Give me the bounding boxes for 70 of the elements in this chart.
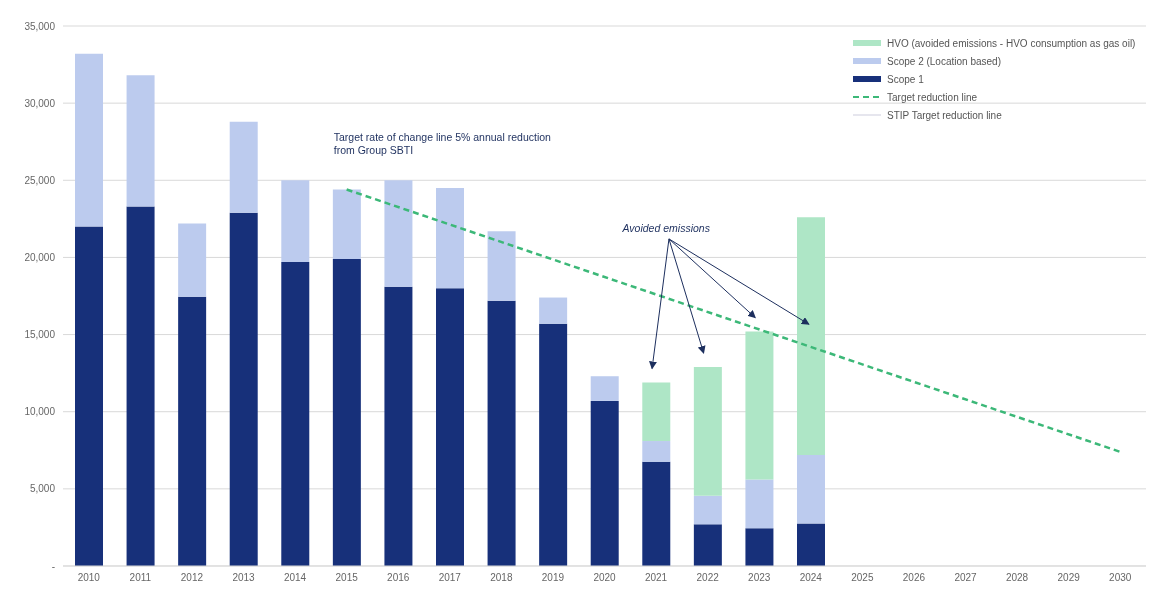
y-tick-label: 15,000 bbox=[24, 329, 56, 341]
x-tick-label: 2010 bbox=[77, 572, 101, 584]
bar bbox=[642, 461, 671, 566]
bar bbox=[539, 297, 568, 324]
bar bbox=[487, 300, 516, 566]
bar bbox=[590, 400, 619, 566]
bar bbox=[642, 382, 671, 442]
bar bbox=[590, 376, 619, 401]
bar bbox=[745, 528, 774, 566]
x-tick-label: 2022 bbox=[696, 572, 720, 584]
bar bbox=[745, 479, 774, 529]
y-tick-label: 25,000 bbox=[24, 174, 56, 186]
bar bbox=[281, 180, 310, 263]
x-tick-label: 2030 bbox=[1109, 572, 1132, 584]
bar bbox=[126, 75, 155, 207]
x-tick-label: 2020 bbox=[593, 572, 617, 584]
bar bbox=[797, 523, 825, 566]
x-tick-label: 2027 bbox=[954, 572, 978, 584]
legend-label: STIP Target reduction line bbox=[887, 109, 1002, 121]
x-tick-label: 2023 bbox=[748, 572, 771, 584]
x-tick-label: 2018 bbox=[490, 572, 513, 584]
bar bbox=[642, 441, 671, 462]
bar bbox=[436, 188, 464, 289]
legend-label: Target reduction line bbox=[887, 91, 978, 103]
legend-label: Scope 2 (Location based) bbox=[887, 55, 1001, 67]
bar bbox=[126, 206, 155, 566]
x-tick-label: 2026 bbox=[902, 572, 926, 584]
bar bbox=[436, 288, 464, 566]
x-tick-label: 2021 bbox=[644, 572, 668, 584]
bar bbox=[178, 296, 207, 566]
y-tick-label: 35,000 bbox=[24, 20, 56, 32]
bar bbox=[539, 323, 568, 566]
y-tick-label: 5,000 bbox=[29, 483, 56, 495]
x-tick-label: 2012 bbox=[180, 572, 204, 584]
bar bbox=[693, 524, 722, 566]
bar bbox=[693, 495, 722, 525]
bar bbox=[229, 212, 258, 566]
x-tick-label: 2011 bbox=[129, 572, 152, 584]
bar bbox=[797, 217, 825, 455]
x-tick-label: 2014 bbox=[283, 572, 307, 584]
x-tick-label: 2028 bbox=[1005, 572, 1029, 584]
bar bbox=[745, 331, 774, 480]
x-tick-label: 2019 bbox=[541, 572, 565, 584]
legend-label: Scope 1 bbox=[887, 73, 924, 85]
x-tick-label: 2013 bbox=[232, 572, 256, 584]
bar bbox=[75, 226, 103, 566]
x-tick-label: 2024 bbox=[799, 572, 823, 584]
bar bbox=[229, 121, 258, 213]
bar bbox=[332, 189, 361, 259]
bar bbox=[281, 262, 310, 566]
bar bbox=[487, 231, 516, 301]
bar bbox=[332, 258, 361, 566]
bar bbox=[75, 53, 103, 227]
annotation: Avoided emissions bbox=[622, 221, 710, 234]
x-tick-label: 2015 bbox=[335, 572, 359, 584]
annotation: Target rate of change line 5% annual reduction from Group SBTI bbox=[333, 130, 552, 157]
x-tick-label: 2029 bbox=[1057, 572, 1081, 584]
bar bbox=[384, 286, 413, 566]
y-tick-label: - bbox=[51, 560, 55, 572]
y-tick-label: 30,000 bbox=[24, 97, 56, 109]
x-tick-label: 2016 bbox=[387, 572, 410, 584]
bar bbox=[693, 366, 722, 496]
bar bbox=[797, 454, 825, 524]
x-tick-label: 2025 bbox=[851, 572, 874, 584]
y-tick-label: 10,000 bbox=[24, 406, 56, 418]
legend-label: HVO (avoided emissions - HVO consumption as gas oil) bbox=[887, 37, 1136, 49]
x-tick-label: 2017 bbox=[438, 572, 462, 584]
bar bbox=[178, 223, 207, 297]
bar bbox=[384, 180, 413, 287]
y-tick-label: 20,000 bbox=[24, 251, 56, 263]
